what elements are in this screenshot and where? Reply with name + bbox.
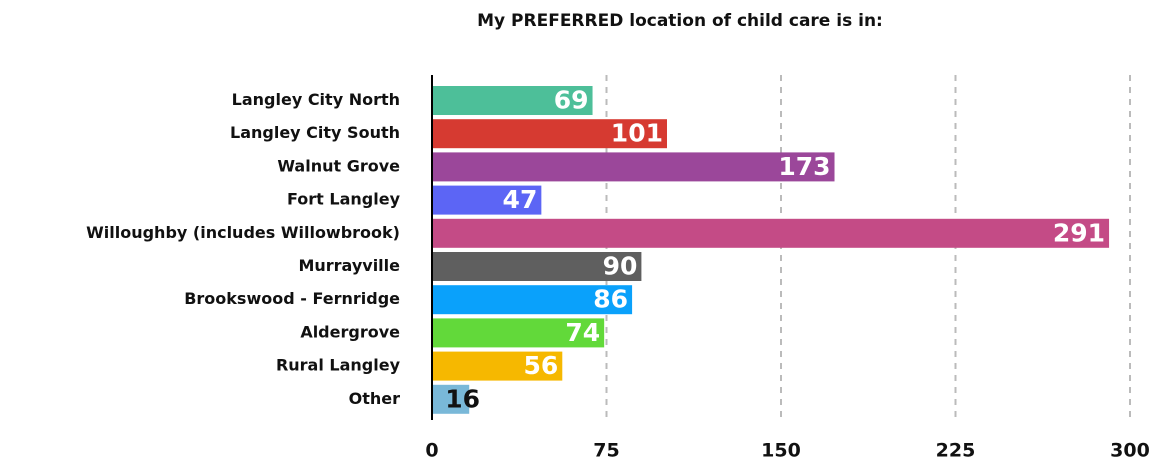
x-tick-label: 0 — [425, 440, 438, 462]
value-label: 56 — [523, 351, 558, 380]
value-label: 173 — [778, 152, 830, 181]
value-label: 74 — [565, 318, 600, 347]
bar — [432, 252, 642, 281]
chart-title: My PREFERRED location of child care is i… — [477, 11, 883, 31]
y-tick-label: Langley City North — [232, 90, 400, 109]
x-tick-label: 300 — [1110, 440, 1150, 462]
x-tick-label: 225 — [936, 440, 976, 462]
value-label: 16 — [445, 384, 480, 413]
value-label: 47 — [503, 185, 538, 214]
y-tick-label: Rural Langley — [276, 356, 401, 375]
bar — [432, 384, 470, 414]
y-tick-label: Aldergrove — [300, 322, 400, 341]
value-label: 69 — [554, 86, 589, 115]
x-tick-label: 75 — [593, 440, 619, 462]
bar — [432, 351, 563, 381]
y-tick-label: Fort Langley — [287, 190, 401, 209]
y-tick-label: Walnut Grove — [277, 156, 400, 175]
y-tick-label: Murrayville — [298, 256, 400, 275]
x-tick-label: 150 — [761, 440, 801, 462]
bar — [432, 152, 835, 182]
y-tick-label: Brookswood - Fernridge — [184, 289, 400, 308]
value-label: 291 — [1053, 218, 1105, 247]
value-label: 86 — [593, 285, 628, 314]
y-tick-label: Other — [349, 389, 400, 408]
bar — [432, 185, 542, 215]
value-label: 101 — [611, 119, 663, 148]
value-label: 90 — [603, 252, 638, 281]
bar — [432, 119, 667, 149]
bar — [432, 318, 605, 348]
y-tick-label: Langley City South — [230, 123, 400, 142]
bar — [432, 285, 633, 315]
y-tick-label: Willoughby (includes Willowbrook) — [86, 223, 400, 242]
bar — [432, 86, 593, 115]
bar — [432, 218, 1110, 248]
